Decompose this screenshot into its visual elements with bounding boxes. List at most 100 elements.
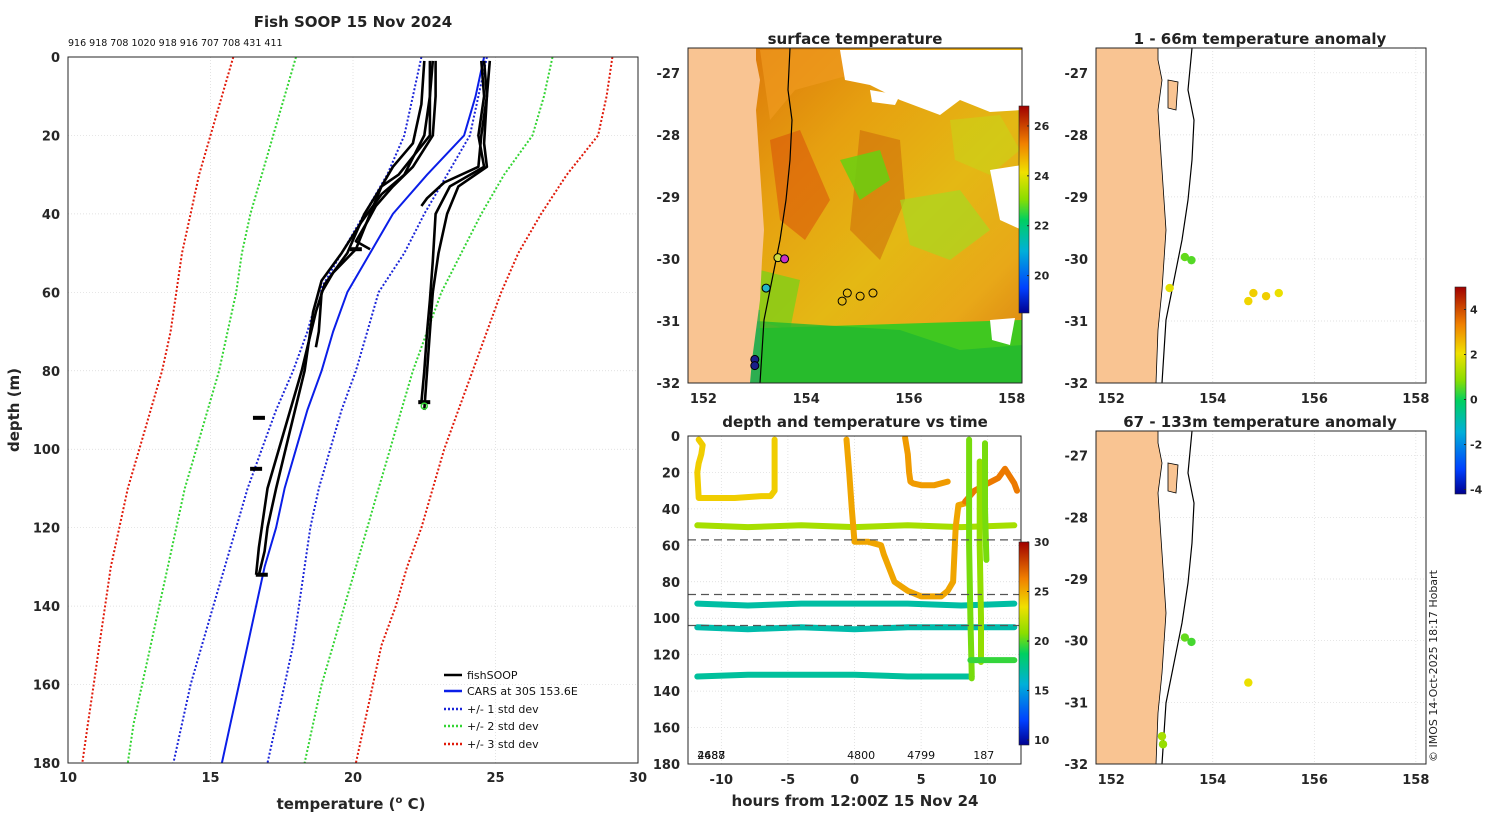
anomaly-shallow-axes-box: [1095, 47, 1427, 384]
depth-time-colorbar-label: 25: [1034, 586, 1049, 599]
profile-panel: Fish SOOP 15 Nov 2024 916 918 708 1020 9…: [5, 13, 647, 813]
std3-lower-line: [81, 56, 235, 764]
anomaly-deep-point: [1158, 740, 1168, 749]
legend-fishsoop: fishSOOP: [467, 669, 518, 682]
profile-ticks: 10 15 20 25 30 0 20 40 60 80 100 120 140 160 180: [33, 51, 647, 786]
sst-panel: surface temperature 152 154 156 158 -27 -28 -2…: [657, 30, 1050, 407]
anomaly-deep-xtick-label: 158: [1402, 773, 1429, 788]
profile-ytick-label: 40: [42, 208, 60, 223]
vessel-ids: 916 918 708 1020 918 916 707 708 431 411: [68, 38, 283, 49]
depth-time-track: [694, 671, 975, 680]
anomaly-colorbar: [1454, 286, 1467, 495]
anomaly-deep-ytick-label: -27: [1065, 450, 1089, 465]
depth-time-track: [843, 436, 969, 600]
sst-warm-core: [770, 130, 830, 240]
profile-ytick-label: 20: [42, 129, 60, 144]
depth-time-track: [694, 600, 1018, 609]
profile-ytick-label: 180: [33, 757, 60, 772]
fishsoop-green-marker: [420, 402, 428, 410]
depth-time-track: [982, 440, 990, 563]
depth-time-ytick-label: 160: [653, 722, 680, 737]
anomaly-shallow-ytick-label: -32: [1065, 377, 1089, 392]
depth-time-xtick-label: 0: [850, 773, 859, 788]
anomaly-deep-point: [1187, 637, 1196, 647]
profile-title: Fish SOOP 15 Nov 2024: [254, 13, 452, 31]
profile-ytick-label: 0: [51, 51, 60, 66]
sst-station-marker: [868, 288, 878, 298]
anomaly-deep-title: 67 - 133m temperature anomaly: [1123, 413, 1397, 431]
depth-time-track: [694, 624, 1018, 633]
sst-ytick-label: -29: [657, 191, 681, 206]
depth-time-trip-label: 4487: [697, 749, 725, 762]
depth-time-colorbar-label: 15: [1034, 685, 1049, 698]
sst-station-marker: [761, 283, 771, 293]
depth-time-ytick-label: 0: [671, 430, 680, 445]
anomaly-shallow-points: [1165, 252, 1283, 306]
anomaly-colorbar-label: 4: [1470, 304, 1478, 317]
sst-isobath: [759, 48, 793, 383]
std3-upper-line: [354, 56, 614, 764]
depth-time-ytick-label: 140: [653, 685, 680, 700]
fishsoop-profile-line: [423, 60, 489, 411]
sst-ytick-label: -27: [657, 67, 681, 82]
sst-colorbar: [1018, 105, 1030, 314]
depth-time-trip-label: 2688: [697, 749, 725, 762]
anomaly-shallow-point: [1249, 288, 1258, 298]
fishsoop-profile-line: [314, 60, 435, 348]
anomaly-shallow-xtick-label: 158: [1402, 392, 1429, 407]
anomaly-shallow-ytick-label: -30: [1065, 253, 1089, 268]
anomaly-deep-xtick-label: 152: [1098, 773, 1125, 788]
depth-time-colorbar-ticks: 10 15 20 25 30: [1027, 536, 1050, 747]
anomaly-shallow-xtick-label: 154: [1199, 392, 1226, 407]
sst-colorbar-label: 22: [1034, 220, 1049, 233]
anomaly-shallow-point: [1165, 283, 1174, 293]
sst-station-marker: [780, 254, 790, 264]
sst-station-marker: [842, 288, 852, 298]
sst-green-patch: [840, 150, 890, 200]
anomaly-deep-ytick-label: -28: [1065, 511, 1089, 526]
depth-time-track: [976, 458, 984, 665]
anomaly-deep-points: [1157, 633, 1253, 749]
anomaly-shallow-ticks: 152 154 156 158 -27 -28 -29 -30 -31 -32: [1065, 67, 1430, 407]
anomaly-deep-axes-box: [1095, 430, 1427, 765]
profile-xtick-label: 15: [201, 771, 219, 786]
anomaly-colorbar-label: -2: [1470, 439, 1482, 452]
sst-station-marker: [750, 361, 760, 371]
sst-stations: [750, 253, 878, 371]
anomaly-shallow-point: [1187, 255, 1196, 265]
depth-time-ytick-label: 20: [662, 466, 680, 481]
anomaly-shallow-point: [1244, 296, 1253, 306]
sst-colorbar-label: 26: [1034, 120, 1050, 133]
sst-land: [688, 48, 764, 383]
profile-ytick-label: 120: [33, 522, 60, 537]
anomaly-deep-ytick-label: -31: [1065, 696, 1089, 711]
fishsoop-blob: [418, 400, 431, 405]
anomaly-shallow-point: [1261, 291, 1271, 301]
depth-time-title: depth and temperature vs time: [722, 413, 988, 431]
anomaly-deep-point: [1180, 633, 1190, 642]
anomaly-deep-ytick-label: -32: [1065, 758, 1089, 773]
depth-time-ytick-label: 60: [662, 539, 680, 554]
anomaly-shallow-ytick-label: -27: [1065, 67, 1089, 82]
anomaly-deep-isobath: [1161, 431, 1195, 764]
anomaly-deep-panel: 67 - 133m temperature anomaly 152 154 156 1…: [1065, 286, 1483, 788]
depth-time-trip-label: 4800: [847, 749, 875, 762]
anomaly-shallow-xtick-label: 152: [1098, 392, 1125, 407]
sst-ytick-label: -28: [657, 129, 681, 144]
depth-time-trip-label: 4799: [907, 749, 935, 762]
credit-text: © IMOS 14-Oct-2025 18:17 Hobart: [1427, 569, 1440, 762]
depth-time-colorbar-label: 30: [1034, 536, 1050, 549]
anomaly-colorbar-label: 2: [1470, 349, 1478, 362]
anomaly-deep-xtick-label: 156: [1301, 773, 1328, 788]
sst-map-area: [688, 48, 1022, 383]
profile-axes-box: [67, 56, 639, 764]
anomaly-shallow-ytick-label: -28: [1065, 129, 1089, 144]
anomaly-colorbar-label: 0: [1470, 394, 1478, 407]
fishsoop-blob: [252, 415, 265, 420]
anomaly-shallow-point: [1274, 288, 1283, 298]
sst-ytick-label: -30: [657, 253, 681, 268]
anomaly-deep-land: [1096, 431, 1167, 764]
profile-xlabel: temperature (o C): [277, 795, 426, 813]
